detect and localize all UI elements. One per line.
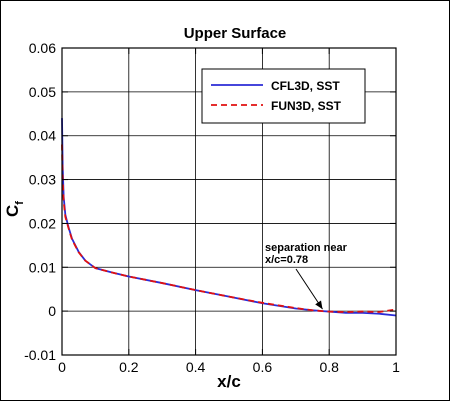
x-axis-label: x/c <box>217 372 241 391</box>
annotation-arrow <box>295 268 323 310</box>
x-tick-label-1: 0.2 <box>119 359 139 375</box>
y-tick-label-3: 0.02 <box>29 215 56 231</box>
y-axis-label-subscript: f <box>14 201 26 205</box>
y-tick-label-1: 0 <box>48 303 56 319</box>
y-tick-label-2: 0.01 <box>29 259 56 275</box>
x-axis-ticks: 0 0.2 0.4 0.6 0.8 1 <box>58 48 400 375</box>
y-tick-label-0: -0.01 <box>24 347 56 363</box>
svg-text:Cf: Cf <box>3 201 26 217</box>
series-line-1 <box>61 144 397 313</box>
plot-border <box>61 47 397 356</box>
y-tick-label-6: 0.05 <box>29 84 56 100</box>
x-tick-label-0: 0 <box>58 359 66 375</box>
separation-annotation: separation near x/c=0.78 <box>265 242 348 310</box>
y-axis-label: Cf <box>3 201 26 217</box>
annotation-arrow-head <box>315 300 323 310</box>
legend-box <box>201 68 366 124</box>
x-tick-label-3: 0.6 <box>253 359 273 375</box>
legend: CFL3D, SST FUN3D, SST <box>201 68 366 124</box>
legend-label-fun3d: FUN3D, SST <box>271 99 342 113</box>
y-tick-label-4: 0.03 <box>29 172 56 188</box>
y-tick-label-7: 0.06 <box>29 40 56 56</box>
annotation-line-1: separation near <box>265 242 348 254</box>
legend-label-cfl3d: CFL3D, SST <box>271 79 340 93</box>
series-layer <box>61 118 397 317</box>
x-tick-label-2: 0.4 <box>186 359 206 375</box>
y-axis-label-main: C <box>3 205 22 217</box>
x-tick-label-4: 0.8 <box>319 359 339 375</box>
x-tick-label-5: 1 <box>392 359 400 375</box>
y-tick-label-5: 0.04 <box>29 128 56 144</box>
y-axis-ticks: -0.01 0 0.01 0.02 0.03 0.04 0.05 0.06 <box>24 40 396 363</box>
chart-title: Upper Surface <box>184 25 287 42</box>
series-line-0 <box>61 118 397 317</box>
annotation-line-2: x/c=0.78 <box>265 254 308 266</box>
